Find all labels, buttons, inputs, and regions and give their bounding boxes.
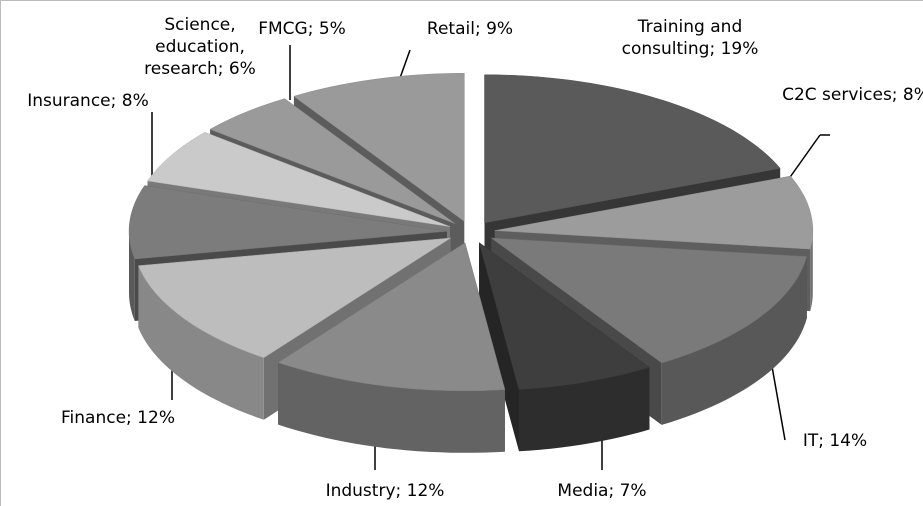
data-label: Insurance; 8% — [27, 91, 149, 111]
data-label: Finance; 12% — [61, 408, 175, 428]
slice — [494, 175, 814, 250]
slice — [484, 74, 781, 224]
data-label: Science, education, research; 6% — [144, 15, 256, 79]
slice-wall — [278, 362, 505, 453]
slice-wall — [129, 231, 135, 321]
data-label: Media; 7% — [557, 481, 647, 501]
slice — [138, 237, 451, 358]
slice — [293, 73, 465, 222]
leader — [769, 354, 786, 441]
leader — [399, 49, 411, 79]
slice-wall — [661, 256, 807, 425]
slice — [209, 98, 456, 224]
slice-wall — [810, 230, 813, 312]
leader-lines — [151, 45, 830, 470]
data-label: IT; 14% — [802, 431, 868, 451]
data-label: Industry; 12% — [325, 481, 445, 501]
slice-wall — [138, 265, 264, 420]
data-label: Training and consulting; 19% — [621, 17, 759, 59]
data-label: Retail; 9% — [426, 19, 514, 39]
leader — [787, 134, 821, 181]
slice — [128, 185, 448, 260]
slice — [490, 237, 808, 364]
slice — [478, 241, 651, 390]
slice-wall — [519, 367, 650, 452]
slice — [147, 132, 451, 227]
slice — [277, 242, 506, 392]
data-label: C2C services; 8% — [782, 85, 923, 105]
slice-side — [479, 242, 519, 452]
data-label: FMCG; 5% — [258, 19, 346, 39]
